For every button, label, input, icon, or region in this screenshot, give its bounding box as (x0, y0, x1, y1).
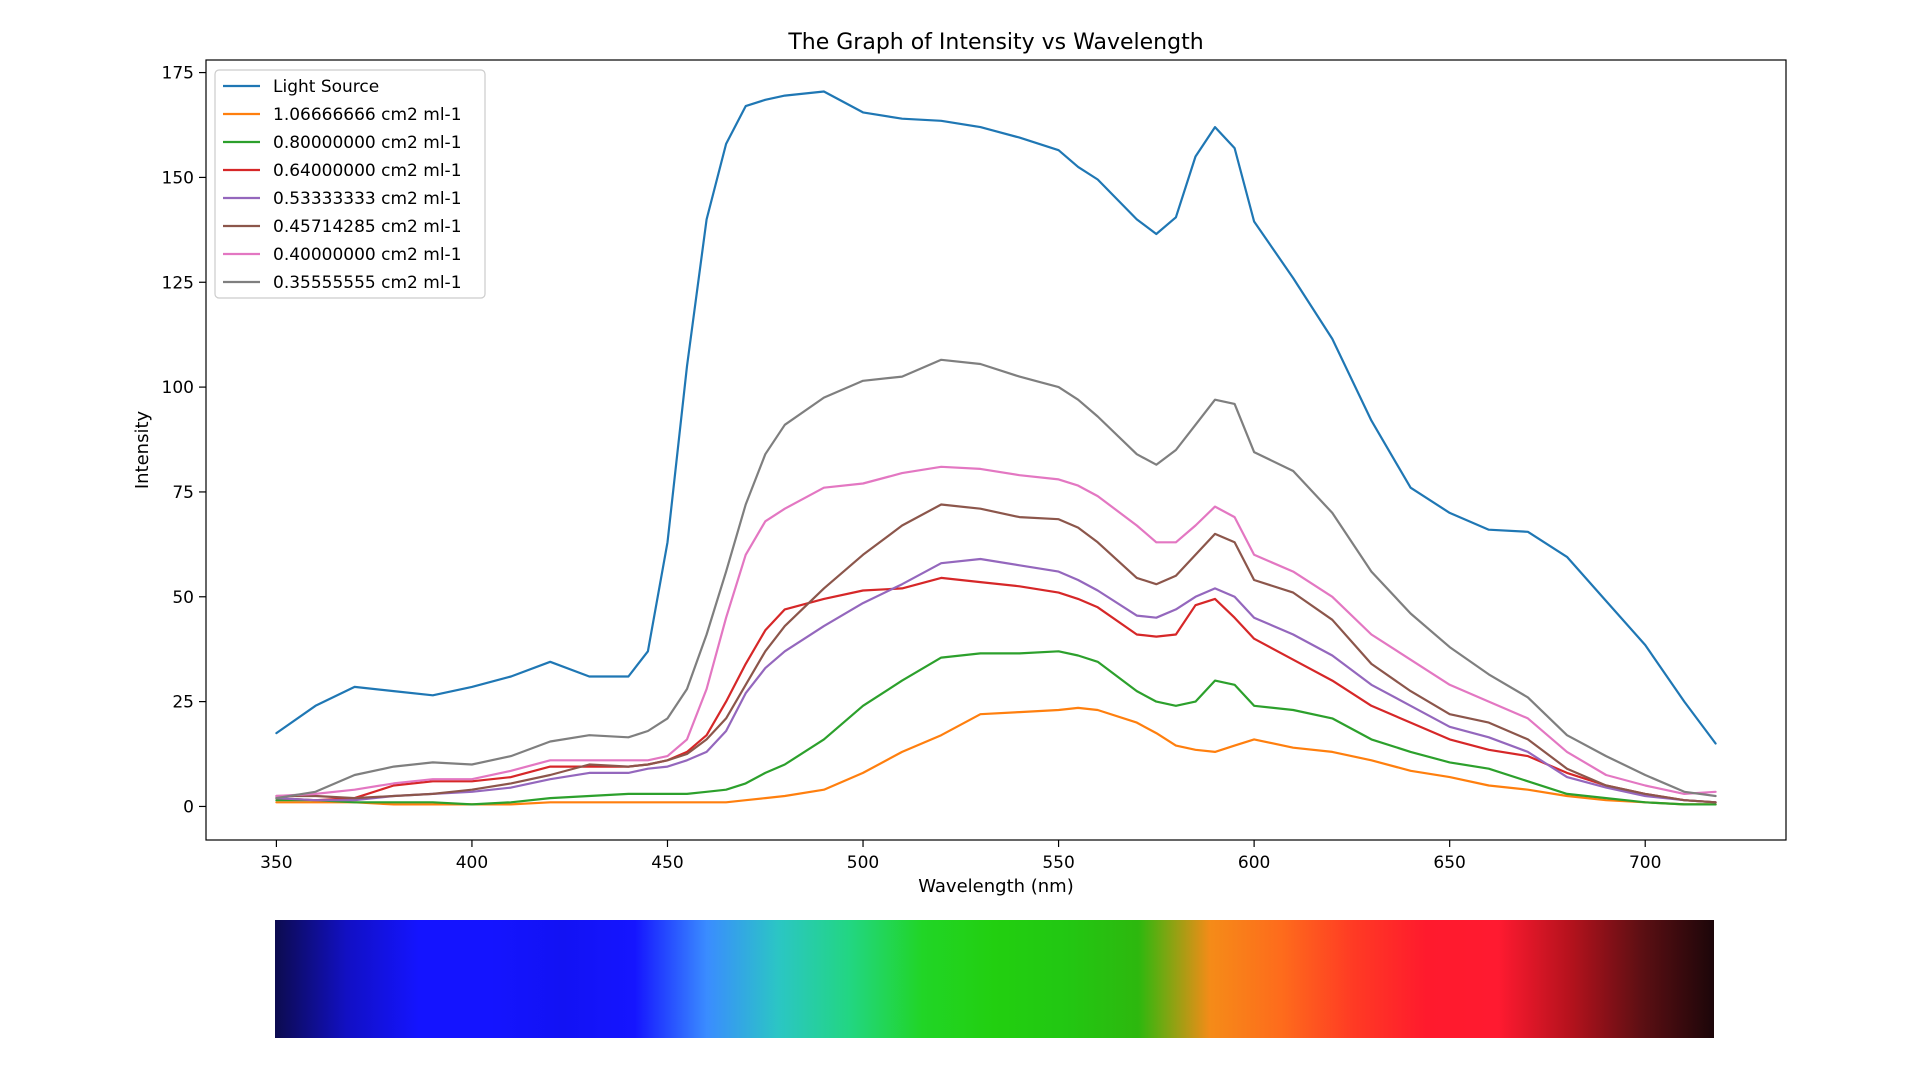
y-tick-label: 50 (172, 588, 194, 608)
legend-entry: 0.64000000 cm2 ml-1 (273, 161, 462, 181)
y-tick-label: 150 (162, 168, 194, 188)
x-tick-label: 550 (1042, 853, 1074, 873)
y-axis-title: Intensity (132, 410, 153, 489)
series-lines (275, 90, 1717, 806)
y-tick-label: 25 (172, 693, 194, 713)
legend-entry: 0.80000000 cm2 ml-1 (273, 133, 462, 153)
y-tick-label: 0 (183, 797, 194, 817)
legend-entry: 0.53333333 cm2 ml-1 (273, 189, 462, 209)
series-line-6 (275, 503, 1717, 804)
x-tick-label: 400 (456, 853, 488, 873)
x-axis-ticks: 350 400 450 500 550 600 650 700 (260, 840, 1661, 873)
spectrum-bar (275, 920, 1714, 1038)
legend-entry: 1.06666666 cm2 ml-1 (273, 105, 462, 125)
x-tick-label: 600 (1238, 853, 1270, 873)
legend-entry: Light Source (273, 77, 379, 97)
series-line-8 (275, 358, 1717, 800)
legend-box (214, 69, 486, 299)
x-axis-title: Wavelength (nm) (918, 876, 1074, 897)
x-tick-label: 700 (1629, 853, 1661, 873)
y-axis-ticks: 0 25 50 75 100 125 150 175 (162, 64, 206, 817)
series-line-7 (275, 465, 1717, 798)
series-line-2 (275, 706, 1717, 806)
legend-entry: 0.35555555 cm2 ml-1 (273, 273, 462, 293)
plot-frame (205, 59, 1787, 841)
series-line-3 (275, 650, 1717, 806)
y-tick-label: 100 (162, 378, 194, 398)
x-tick-label: 500 (847, 853, 879, 873)
legend: Light Source 1.06666666 cm2 ml-1 0.8000000… (214, 69, 486, 299)
series-line-1 (275, 90, 1717, 745)
y-tick-label: 175 (162, 64, 194, 84)
series-line-4 (275, 576, 1717, 804)
series-line-5 (275, 557, 1717, 804)
x-tick-label: 650 (1433, 853, 1465, 873)
legend-entry: 0.40000000 cm2 ml-1 (273, 245, 462, 265)
chart-title: The Graph of Intensity vs Wavelength (787, 30, 1203, 55)
legend-entry: 0.45714285 cm2 ml-1 (273, 217, 462, 237)
x-tick-label: 350 (260, 853, 292, 873)
y-tick-label: 75 (172, 483, 194, 503)
y-tick-label: 125 (162, 273, 194, 293)
x-tick-label: 450 (651, 853, 683, 873)
